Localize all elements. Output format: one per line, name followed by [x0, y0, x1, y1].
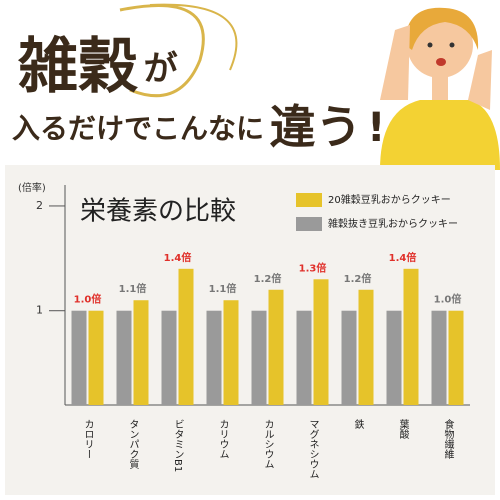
bar — [223, 300, 239, 405]
y-tick-label: 1 — [36, 304, 43, 317]
value-label: 1.3倍 — [299, 261, 327, 274]
headline-text: 違う — [270, 100, 362, 154]
value-label: 1.4倍 — [164, 251, 192, 264]
bar — [133, 300, 149, 405]
decor-arc — [119, 4, 205, 98]
bar — [296, 310, 312, 405]
bar — [403, 268, 419, 405]
bar — [313, 279, 329, 405]
x-tick-label: ビタミンB1 — [172, 419, 184, 472]
bar — [341, 310, 357, 405]
headline-text: ! — [367, 105, 385, 151]
headline-text: 雑穀 — [17, 32, 138, 102]
headline: 入るだけでこんなに 違う ! — [12, 100, 385, 154]
value-label: 1.4倍 — [389, 251, 417, 264]
bar — [448, 310, 464, 405]
value-label: 1.2倍 — [254, 272, 282, 285]
bar — [358, 289, 374, 405]
legend-label: 20雑穀豆乳おからクッキー — [328, 193, 451, 206]
x-tick-label: タンパク質 — [127, 419, 139, 470]
value-label: 1.2倍 — [344, 272, 372, 285]
x-tick-label: カリウム — [217, 419, 229, 459]
bar — [178, 268, 194, 405]
bar — [161, 310, 177, 405]
value-label: 1.0倍 — [434, 293, 462, 306]
decor-arc — [149, 3, 238, 71]
value-label: 1.1倍 — [209, 282, 237, 295]
y-axis-label: (倍率) — [18, 181, 46, 194]
bar — [71, 310, 87, 405]
bar — [268, 289, 284, 405]
chart-title: 栄養素の比較 — [80, 197, 236, 227]
bar — [251, 310, 267, 405]
bar — [386, 310, 402, 405]
bar — [88, 310, 104, 405]
illustration — [380, 7, 500, 170]
x-tick-label: 食物繊維 — [442, 418, 454, 459]
x-tick-label: マグネシウム — [307, 419, 319, 479]
x-tick-label: カロリー — [82, 419, 93, 459]
headline: 雑穀 が — [17, 32, 178, 102]
value-label: 1.0倍 — [74, 293, 102, 306]
headline-text: が — [144, 49, 178, 89]
legend-label: 雑穀抜き豆乳おからクッキー — [328, 217, 458, 230]
x-tick-label: 鉄 — [352, 418, 364, 430]
bar — [206, 310, 222, 405]
y-tick-label: 2 — [36, 199, 43, 212]
bar — [431, 310, 447, 405]
bar — [116, 310, 132, 405]
x-tick-label: カルシウム — [262, 419, 274, 469]
value-label: 1.1倍 — [119, 282, 147, 295]
x-tick-label: 葉酸 — [397, 418, 409, 440]
legend-swatch — [296, 217, 322, 231]
legend-swatch — [296, 193, 322, 207]
headline-text: 入るだけでこんなに — [12, 112, 264, 145]
